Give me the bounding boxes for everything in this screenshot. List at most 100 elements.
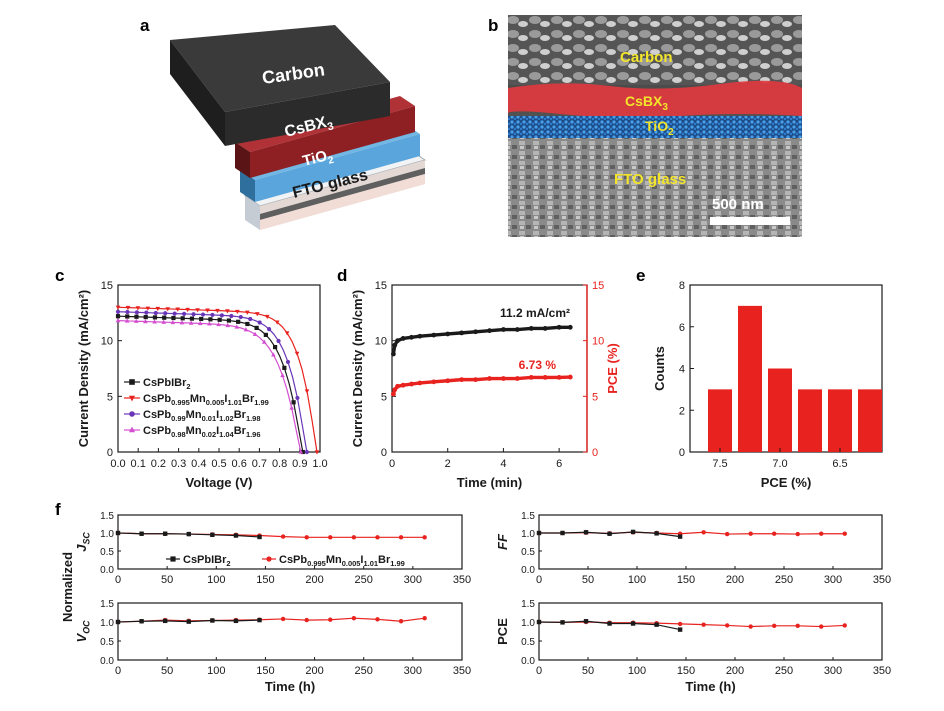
chart-f-frame [117,514,463,570]
fto-substrate [260,174,425,230]
chart-f-point [210,618,215,623]
chart-d-ylabel-right: PCE (%) [605,343,620,394]
chart-c-legend-marker [128,426,136,433]
chart-f-point [398,619,404,624]
chart-c-point [165,307,171,312]
chart-c-point [261,339,267,344]
chart-f-xtick-label: 300 [824,665,842,677]
chart-f-xtick-label: 0 [115,574,121,586]
chart-f-xtick-label: 350 [873,574,891,586]
chart-d-point [487,328,492,334]
chart-f-xtick-label: 300 [404,665,422,677]
chart-c-point [229,313,234,319]
chart-f-point [677,621,683,627]
chart-c-point [191,312,196,317]
fto-edge-band [260,168,425,220]
chart-c-point [171,315,176,321]
carbon-top-face [170,25,390,112]
chart-e-bar [768,368,792,452]
chart-f-xtick-label: 250 [775,665,793,677]
chart-c-legend-label: CsPb0.98Mn0.02I1.04Br1.96 [143,425,261,439]
chart-f-xtick-label: 350 [873,665,891,677]
chart-f-point [724,623,730,628]
csbx3-front-face [250,106,415,178]
chart-f-ytick-label: 0.0 [100,656,114,667]
chart-c-point [245,321,250,327]
chart-f-point [233,533,239,538]
chart-f-ytick-label: 1.5 [100,511,114,522]
chart-f-point [654,622,659,627]
chart-c-xtick-label: 0.1 [131,458,146,470]
chart-c-point [134,310,139,315]
chart-c-xtick-label: 0.6 [232,458,247,470]
chart-d-point [431,332,437,338]
chart-c-point [210,312,215,318]
chart-c-point [135,306,141,311]
chart-d-point [542,375,548,380]
chart-c-point [291,400,296,405]
chart-d-point [501,376,506,381]
chart-f-xtick-label: 50 [582,574,594,586]
chart-c-point [115,318,121,323]
chart-c-point [225,322,230,328]
chart-f-ytick-label: 0.5 [521,637,535,648]
chart-c-legend-marker [128,395,136,402]
chart-d-point [445,378,451,384]
chart-f-point [280,534,286,539]
chart-f-shared-ylabel: Normalized [60,552,75,622]
chart-c-ytick-label: 0 [107,447,113,459]
chart-c-point [144,310,149,315]
chart-c-point [285,359,291,365]
chart-f-point [375,535,380,540]
chart-f-xtick-label: 0 [536,665,542,677]
chart-d-point [409,381,414,387]
chart-f-point [257,617,262,623]
chart-d-point [567,324,573,330]
chart-c-point [125,309,130,315]
chart-f-legend-marker [170,556,176,562]
chart-d-point [556,375,562,380]
chart-f-ytick-label: 0.5 [100,547,114,558]
chart-d-point [395,338,400,344]
chart-d-point [395,383,400,389]
chart-c-point [153,310,158,316]
chart-f-point [560,530,565,536]
chart-e-bar [708,389,732,452]
chart-f-point [607,531,612,536]
chart-c-ytick-label: 15 [101,280,113,292]
sem-fto-label: FTO glass [614,171,686,188]
chart-f-xtick-label: 100 [207,574,225,586]
chart-c-point [143,314,148,320]
chart-f-point [654,531,659,536]
chart-f-xtick-label: 250 [355,665,373,677]
carbon-front-face [225,82,390,146]
chart-e-ytick-label: 0 [679,447,685,459]
chart-f-ytick-label: 1.5 [521,511,535,522]
chart-f-xtick-label: 200 [726,665,744,677]
chart-f-xlabel: Time (h) [685,679,735,694]
chart-c-point [304,449,309,455]
chart-c-point [143,319,148,324]
chart-d-point [392,342,398,348]
chart-d-xlabel: Time (min) [457,475,523,490]
chart-c-point [124,318,130,323]
chart-c-point [266,326,272,332]
chart-c-point [225,309,230,314]
chart-c-point [257,320,262,325]
chart-d-point [400,382,406,388]
chart-c-point [205,308,210,313]
chart-d-ytick-right-label: 5 [592,391,598,403]
chart-f-ytick-label: 1.5 [521,599,535,610]
chart-c-point [236,319,241,324]
chart-c-point [300,449,305,455]
chart-d-point [473,377,478,383]
chart-f-point [536,619,542,625]
chart-f-ylabel: JSC [74,532,92,552]
chart-f-point [304,535,309,540]
chart-c-point [280,372,285,378]
chart-c-point [215,308,220,314]
chart-f-xtick-label: 0 [536,574,542,586]
chart-d-xtick-label: 6 [556,458,562,470]
chart-d-ytick-left-label: 10 [375,336,387,348]
chart-d-point [473,329,478,335]
